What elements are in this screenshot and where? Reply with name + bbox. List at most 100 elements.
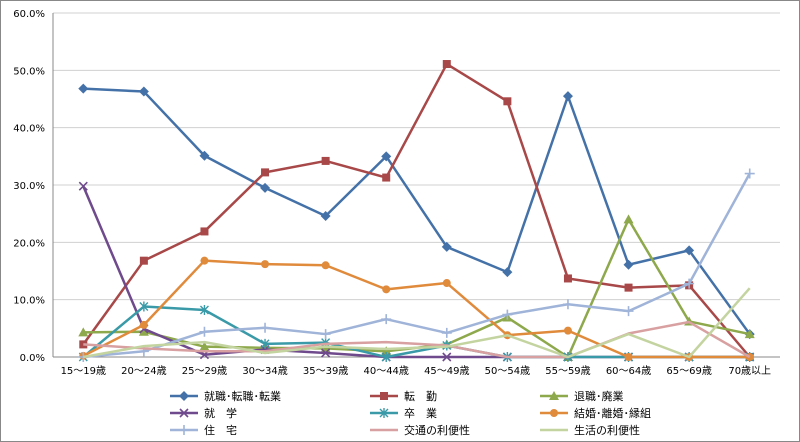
legend-item: 卒 業 bbox=[370, 406, 437, 420]
data-point bbox=[744, 168, 755, 179]
series-1 bbox=[78, 83, 755, 340]
legend-item: 交通の利便性 bbox=[370, 423, 470, 437]
data-point bbox=[744, 329, 755, 339]
y-tick-label: 0.0% bbox=[20, 353, 45, 364]
data-point bbox=[138, 326, 149, 336]
legend-label: 結婚･離婚･縁組 bbox=[574, 406, 651, 420]
data-point bbox=[320, 329, 331, 340]
legend-item: 就 学 bbox=[170, 406, 237, 420]
data-point bbox=[139, 320, 148, 329]
y-tick-label: 30.0% bbox=[13, 181, 45, 192]
data-point bbox=[684, 245, 695, 256]
series-line bbox=[82, 259, 750, 359]
data-point bbox=[442, 352, 452, 362]
legend-swatch-marker bbox=[549, 391, 559, 400]
legend-swatch-marker bbox=[380, 392, 388, 400]
series-group bbox=[78, 60, 755, 362]
legend-label: 就職･転職･転業 bbox=[204, 389, 281, 403]
y-tick-label: 50.0% bbox=[13, 66, 45, 77]
legend-label: 退職･廃業 bbox=[574, 389, 624, 403]
x-tick-label: 50～54歳 bbox=[485, 365, 530, 377]
data-point bbox=[260, 182, 271, 193]
x-tick-label: 30～34歳 bbox=[242, 365, 287, 377]
data-point bbox=[321, 348, 331, 358]
data-point bbox=[139, 301, 149, 312]
legend-label: 住 宅 bbox=[204, 423, 237, 437]
x-tick-label: 45～49歳 bbox=[424, 365, 469, 377]
y-tick-label: 20.0% bbox=[13, 238, 45, 249]
data-point bbox=[260, 338, 270, 349]
y-tick-label: 10.0% bbox=[13, 296, 45, 307]
x-tick-label: 65～69歳 bbox=[666, 365, 711, 377]
data-point bbox=[199, 304, 209, 315]
series-line bbox=[83, 87, 751, 335]
legend-swatch-marker bbox=[179, 408, 189, 418]
legend-swatch-marker bbox=[179, 391, 189, 401]
y-axis: 0.0% 10.0% 20.0% 30.0% 40.0% 50.0% 60.0% bbox=[13, 9, 45, 364]
x-tick-label: 15～19歳 bbox=[61, 365, 106, 377]
data-point bbox=[382, 173, 391, 182]
data-point bbox=[261, 260, 270, 269]
y-tick-label: 40.0% bbox=[13, 124, 45, 135]
series-line bbox=[83, 320, 751, 359]
data-point bbox=[624, 353, 633, 361]
legend-label: 就 学 bbox=[204, 406, 237, 420]
legend-item: 住 宅 bbox=[170, 423, 237, 437]
x-tick-label: 20～24歳 bbox=[121, 365, 166, 377]
data-point bbox=[320, 210, 331, 221]
data-point bbox=[78, 327, 89, 337]
data-point bbox=[321, 156, 330, 165]
data-point bbox=[381, 352, 391, 362]
data-point bbox=[381, 151, 392, 162]
data-point bbox=[382, 285, 391, 294]
data-point bbox=[441, 327, 452, 338]
data-point bbox=[381, 314, 392, 325]
legend: 就職･転職･転業 転 勤 退職･廃業就 学 卒 業 結婚･離婚･縁組住 宅 交通の利便性 生… bbox=[170, 389, 651, 437]
legend-item: 結婚･離婚･縁組 bbox=[540, 406, 651, 420]
series-line bbox=[82, 62, 751, 358]
data-point bbox=[78, 181, 88, 191]
data-point bbox=[199, 150, 210, 161]
data-point bbox=[503, 97, 512, 106]
data-point bbox=[199, 326, 210, 337]
data-point bbox=[623, 306, 634, 317]
x-tick-label: 55～59歳 bbox=[545, 365, 590, 377]
legend-item: 生活の利便性 bbox=[540, 423, 640, 437]
x-tick-label: 60～64歳 bbox=[606, 365, 651, 377]
x-tick-label: 25～29歳 bbox=[182, 365, 227, 377]
legend-label: 交通の利便性 bbox=[404, 423, 470, 437]
legend-swatch-marker bbox=[550, 409, 558, 417]
data-point bbox=[138, 86, 149, 97]
x-axis: 15～19歳 20～24歳 25～29歳 30～34歳 35～39歳 40～44歳 45～4… bbox=[61, 365, 772, 377]
legend-swatch-marker bbox=[379, 408, 389, 418]
legend-item: 転 勤 bbox=[370, 390, 437, 403]
x-tick-label: 40～44歳 bbox=[363, 365, 408, 377]
data-point bbox=[442, 60, 451, 69]
x-tick-label: 70歳以上 bbox=[728, 365, 771, 377]
data-point bbox=[261, 168, 270, 177]
series-8 bbox=[83, 320, 751, 359]
series-line bbox=[83, 172, 751, 359]
legend-label: 卒 業 bbox=[404, 406, 437, 420]
data-point bbox=[200, 256, 209, 265]
x-tick-label: 35～39歳 bbox=[303, 365, 348, 377]
data-point bbox=[199, 341, 210, 351]
data-point bbox=[502, 309, 513, 320]
data-point bbox=[623, 259, 634, 270]
series-9 bbox=[83, 287, 751, 359]
data-point bbox=[381, 346, 392, 356]
y-tick-label: 60.0% bbox=[13, 9, 45, 20]
data-point bbox=[78, 83, 89, 94]
legend-item: 就職･転職･転業 bbox=[170, 389, 281, 403]
legend-label: 転 勤 bbox=[404, 390, 437, 403]
data-point bbox=[684, 278, 695, 289]
data-point bbox=[442, 279, 451, 288]
series-line bbox=[83, 287, 751, 359]
data-point bbox=[562, 91, 573, 102]
series-7 bbox=[78, 168, 755, 362]
data-point bbox=[260, 322, 271, 333]
data-point bbox=[563, 326, 572, 335]
data-point bbox=[623, 214, 634, 224]
